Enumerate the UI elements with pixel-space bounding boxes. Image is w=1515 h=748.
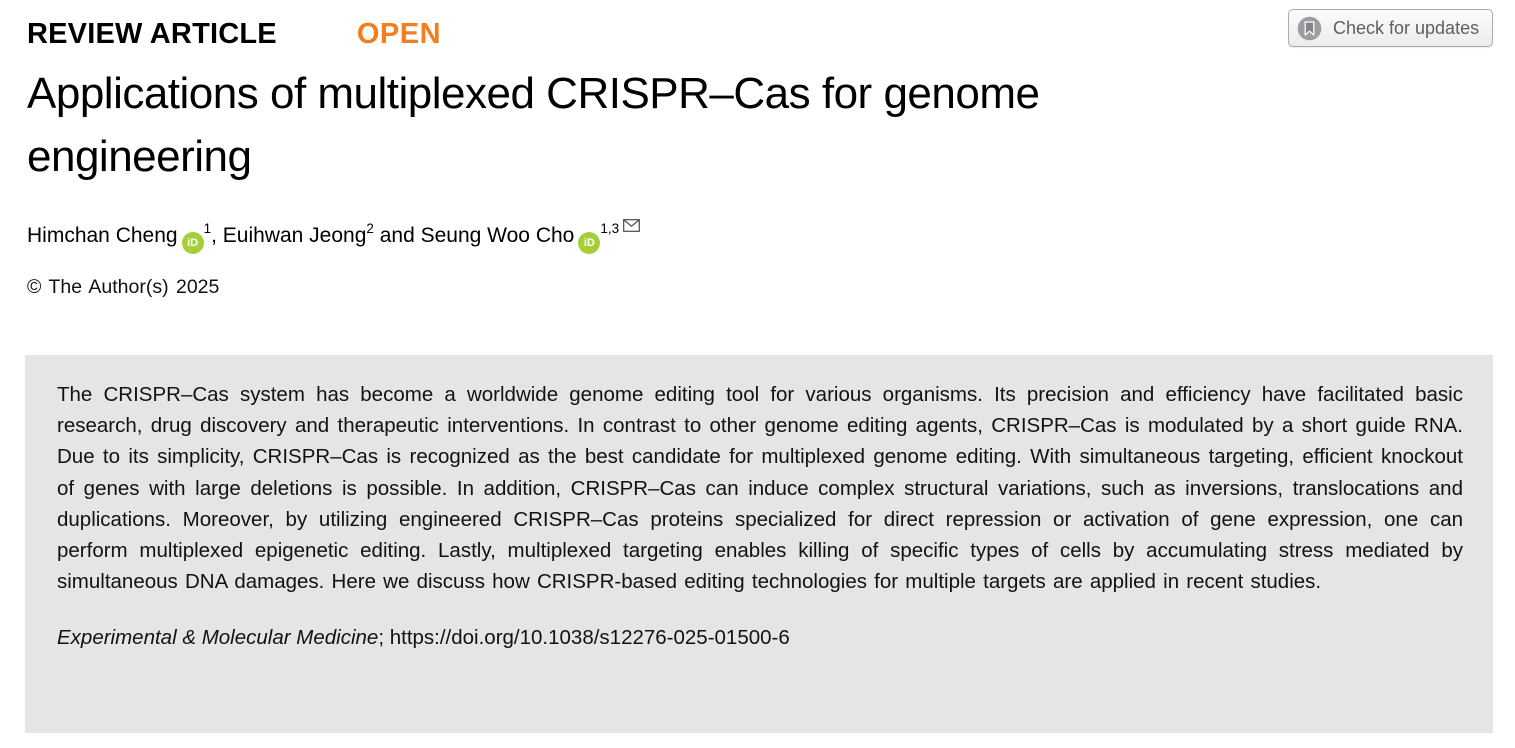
author-affiliation: 1 — [203, 221, 212, 236]
orcid-icon[interactable]: iD — [578, 232, 601, 254]
author-name: Seung Woo Cho — [420, 224, 575, 247]
author-separator: and — [373, 224, 421, 247]
abstract-panel: The CRISPR–Cas system has become a world… — [25, 355, 1493, 733]
open-access-label: OPEN — [356, 18, 442, 50]
abstract-text: The CRISPR–Cas system has become a world… — [57, 383, 1463, 594]
authors-line: Himchan Cheng iD1, Euihwan Jeong2 and Seu… — [27, 214, 641, 254]
check-for-updates-label: Check for updates — [1333, 17, 1480, 38]
journal-name: Experimental & Molecular Medicine — [57, 626, 379, 650]
doi-link[interactable]: https://doi.org/10.1038/s12276-025-01500… — [389, 626, 790, 650]
page-title: Applications of multiplexed CRISPR–Cas f… — [27, 69, 1040, 181]
citation-line: Experimental & Molecular Medicine; https… — [57, 626, 1463, 650]
author-name: Euihwan Jeong — [222, 224, 367, 247]
article-type-label: REVIEW ARTICLE — [27, 18, 277, 50]
citation-separator: ; — [378, 626, 390, 650]
kicker-row: REVIEW ARTICLE OPEN — [27, 18, 441, 51]
orcid-icon[interactable]: iD — [181, 232, 204, 254]
author-separator: , — [211, 224, 223, 247]
crossmark-icon — [1297, 16, 1322, 40]
check-for-updates-button[interactable]: Check for updates — [1288, 9, 1493, 47]
author-affiliation: 2 — [366, 221, 374, 236]
copyright-line: © The Author(s) 2025 — [27, 276, 220, 298]
author-affiliation: 1,3 — [600, 221, 620, 236]
author-name: Himchan Cheng — [27, 224, 178, 247]
email-icon[interactable] — [623, 214, 641, 238]
